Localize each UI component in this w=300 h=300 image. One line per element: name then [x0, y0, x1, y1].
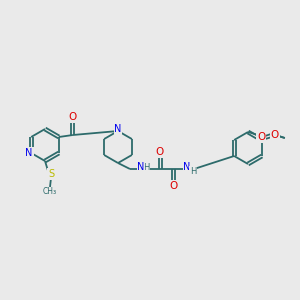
Text: N: N	[26, 148, 33, 158]
Text: O: O	[271, 130, 279, 140]
Text: O: O	[169, 181, 177, 191]
Text: N: N	[137, 162, 145, 172]
Text: H: H	[143, 163, 149, 172]
Text: O: O	[257, 132, 265, 142]
Text: H: H	[190, 167, 196, 176]
Text: S: S	[48, 169, 54, 179]
Text: CH₃: CH₃	[43, 188, 57, 196]
Text: N: N	[183, 162, 191, 172]
Text: O: O	[156, 147, 164, 157]
Text: O: O	[69, 112, 77, 122]
Text: N: N	[114, 124, 122, 134]
